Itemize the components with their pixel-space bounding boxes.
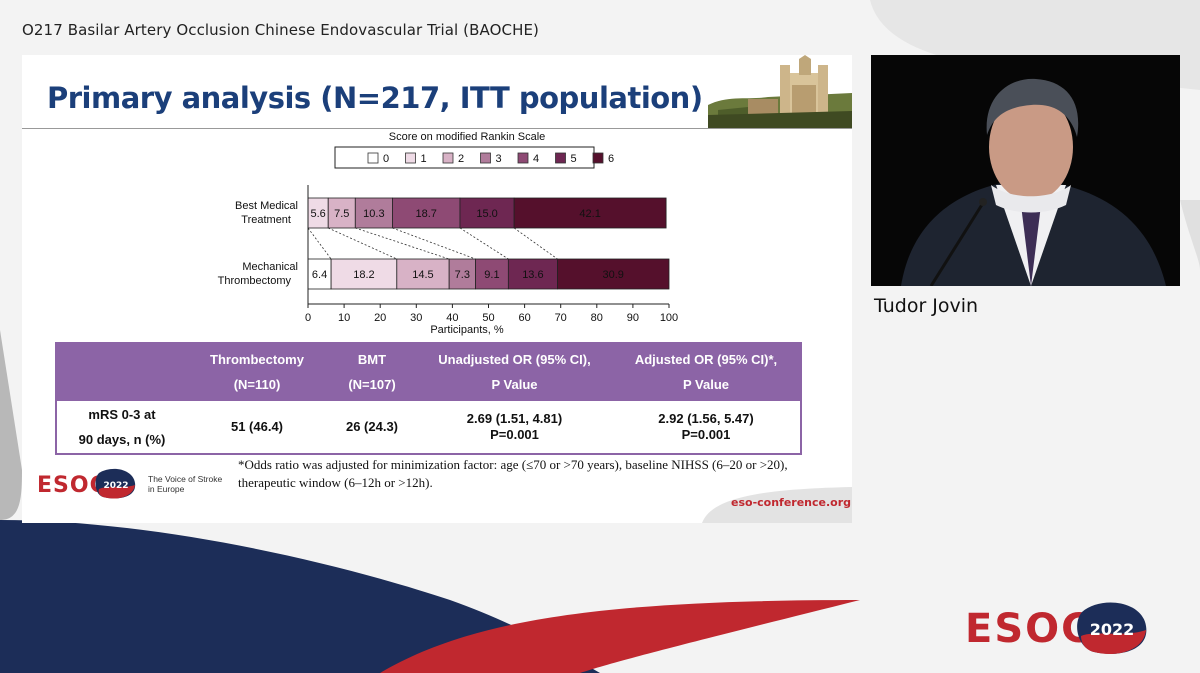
chart-data-label: 10.3 xyxy=(363,208,384,220)
table-header-blank xyxy=(56,343,187,401)
cell-bmt: 26 (24.3) xyxy=(327,400,417,454)
chart-bar-segment xyxy=(330,258,398,290)
legend-swatch xyxy=(555,152,566,164)
chart-data-label: 15.0 xyxy=(476,208,497,220)
chart-x-tick-label: 30 xyxy=(410,312,422,324)
chart-x-tick-label: 10 xyxy=(338,312,350,324)
chart-x-tick-label: 60 xyxy=(518,312,530,324)
chart-bar-segment xyxy=(507,258,558,290)
chart-data-label: 30.9 xyxy=(603,269,624,281)
legend-label: 6 xyxy=(608,153,614,165)
legend-swatch xyxy=(405,152,416,164)
mrs-stacked-bar-chart: Score on modified Rankin Scale 0 1 2 3 4 5 6 5… xyxy=(218,131,679,336)
chart-bar-segment xyxy=(354,197,393,229)
chart-title: Score on modified Rankin Scale xyxy=(389,131,546,143)
chart-x-tick-label: 100 xyxy=(660,312,678,324)
url-band xyxy=(702,487,852,523)
chart-x-tick-label: 50 xyxy=(482,312,494,324)
chart-x-tick-label: 40 xyxy=(446,312,458,324)
legend-swatch xyxy=(592,152,604,164)
legend-swatch xyxy=(517,152,529,164)
table-header-unadjusted-or: Unadjusted OR (95% CI), P Value xyxy=(417,343,612,401)
chart-data-label: 13.6 xyxy=(522,269,543,281)
legend-swatch xyxy=(442,152,454,164)
chart-data-label: 6.4 xyxy=(312,269,327,281)
title-divider xyxy=(22,128,852,129)
table-row: mRS 0-3 at 90 days, n (%) 51 (46.4) 26 (2… xyxy=(56,400,801,454)
lyon-basilica-image xyxy=(708,55,852,128)
table-header-row: Thrombectomy (N=110) BMT (N=107) Unadjuste… xyxy=(56,343,801,401)
chart-category-label: Mechanical xyxy=(242,261,298,273)
chart-x-tick-label: 0 xyxy=(305,312,311,324)
speaker-name: Tudor Jovin xyxy=(874,295,979,317)
chart-legend: 0 1 2 3 4 5 6 xyxy=(367,152,614,165)
chart-bar-segment xyxy=(459,197,515,229)
cell-unadjusted-or: 2.69 (1.51, 4.81) P=0.001 xyxy=(417,400,612,454)
legend-label: 2 xyxy=(458,153,464,165)
svg-text:ESOC: ESOC xyxy=(37,473,107,498)
logo-tagline: The Voice of Stroke in Europe xyxy=(148,474,223,494)
esoc-logo-large: ESOC 2022 xyxy=(965,602,1147,654)
svg-text:ESOC: ESOC xyxy=(965,606,1093,652)
session-title: O217 Basilar Artery Occlusion Chinese En… xyxy=(22,21,539,39)
svg-text:2022: 2022 xyxy=(1090,620,1135,639)
presentation-slide: Primary analysis (N=217, ITT population)… xyxy=(22,55,852,523)
chart-x-tick-label: 80 xyxy=(591,312,603,324)
chart-category-label: Thrombectomy xyxy=(218,275,292,287)
svg-text:2022: 2022 xyxy=(103,481,128,491)
chart-data-label: 42.1 xyxy=(579,208,600,220)
chart-category-label: Best Medical xyxy=(235,200,298,212)
chart-connector-line xyxy=(513,227,558,260)
chart-connector-line xyxy=(392,227,476,260)
chart-x-tick-label: 70 xyxy=(555,312,567,324)
chart-data-label: 18.2 xyxy=(353,269,374,281)
legend-swatch xyxy=(480,152,491,164)
speaker-figure xyxy=(871,55,1180,286)
chart-x-tick-label: 90 xyxy=(627,312,639,324)
table-header-thrombectomy: Thrombectomy (N=110) xyxy=(187,343,327,401)
legend-swatch xyxy=(367,152,379,164)
legend-label: 4 xyxy=(533,153,539,165)
chart-bar-segment xyxy=(327,197,356,229)
speaker-video xyxy=(871,55,1180,286)
table-header-adjusted-or: Adjusted OR (95% CI)*, P Value xyxy=(612,343,801,401)
chart-data-label: 18.7 xyxy=(416,208,437,220)
chart-x-axis-label: Participants, % xyxy=(430,324,504,336)
chart-data-label: 7.3 xyxy=(455,269,470,281)
chart-x-tick-label: 20 xyxy=(374,312,386,324)
chart-connector-line xyxy=(355,227,450,260)
chart-x-axis: 0 10 20 30 40 50 60 70 80 90 100 xyxy=(305,185,678,324)
cell-adjusted-or: 2.92 (1.56, 5.47) P=0.001 xyxy=(612,400,801,454)
footnote: *Odds ratio was adjusted for minimizatio… xyxy=(238,457,788,490)
legend-label: 1 xyxy=(421,153,427,165)
conference-url: eso-conference.org xyxy=(731,496,852,509)
chart-connector-line xyxy=(328,227,397,260)
slide-title: Primary analysis (N=217, ITT population) xyxy=(47,81,703,115)
cell-thrombectomy: 51 (46.4) xyxy=(187,400,327,454)
table-header-bmt: BMT (N=107) xyxy=(327,343,417,401)
chart-bar-segment xyxy=(448,258,476,290)
legend-label: 5 xyxy=(571,153,577,165)
legend-label: 3 xyxy=(496,153,502,165)
chart-bar-segment xyxy=(392,197,461,229)
chart-connector-line xyxy=(459,227,509,260)
chart-data-label: 9.1 xyxy=(484,269,499,281)
results-table: Thrombectomy (N=110) BMT (N=107) Unadjuste… xyxy=(55,342,802,455)
legend-label: 0 xyxy=(383,153,389,165)
row-label: mRS 0-3 at 90 days, n (%) xyxy=(56,400,187,454)
chart-bar-segment xyxy=(513,197,667,229)
esoc-logo-small: ESOC 2022 xyxy=(37,468,136,499)
chart-data-label: 5.6 xyxy=(310,208,325,220)
chart-bars: 5.6 7.5 10.3 18.7 15.0 42.1 Best Medical Treatm… xyxy=(218,197,670,290)
chart-bar-segment xyxy=(396,258,450,290)
chart-data-label: 7.5 xyxy=(334,208,349,220)
chart-data-label: 14.5 xyxy=(412,269,433,281)
chart-connector-line xyxy=(307,227,332,260)
chart-bar-segment xyxy=(557,258,670,290)
chart-category-label: Treatment xyxy=(241,214,291,226)
